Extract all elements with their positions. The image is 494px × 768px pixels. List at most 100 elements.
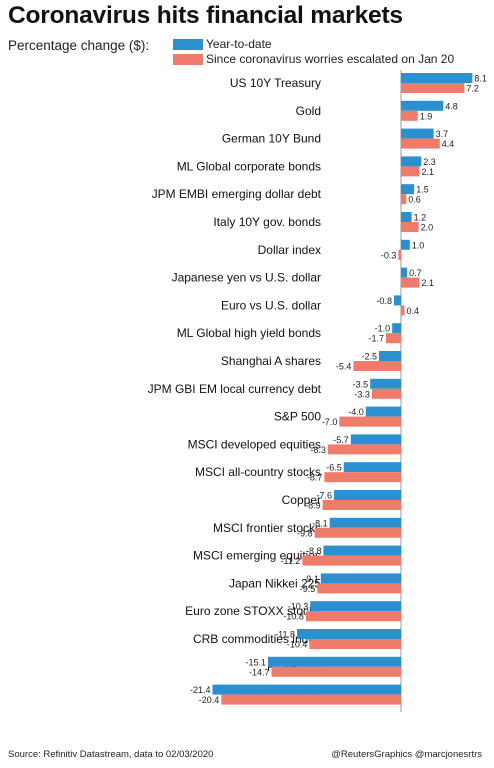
bar-since-ml-global-high-yield-bonds [386,333,401,344]
bar-ytd-msci-all-country-stocks [343,462,401,473]
bar-ytd-crb-commodities-index [297,629,401,639]
category-label-japan-nikkei-225: Japan Nikkei 225 [229,576,321,590]
value-label-ytd-copper: -7.6 [317,491,333,501]
bar-chart: US 10Y Treasury 8.17.2 Gold 4.8 1.9 German 10… [148,70,487,712]
value-label-ytd-japan-nikkei-225: -9.1 [303,574,319,584]
value-label-since-us-10y-treasury: 7.2 [466,84,479,94]
value-label-ytd-msci-all-country-stocks: -6.5 [326,463,342,473]
bar-since-crb-commodities-index [309,639,401,649]
value-label-since-japan-nikkei-225: -9.5 [300,584,316,594]
value-label-since-brent-crude-oil: -20.4 [199,695,220,705]
bar-ytd-japan-nikkei-225 [320,573,401,584]
bar-ytd-msci-emerging-equities [323,545,401,556]
bar-since-ftse-100 [271,666,401,677]
bar-ytd-jpm-gbi-em-local-currency-debt [370,378,401,389]
bar-since-msci-emerging-equities [302,555,401,566]
legend-item-since: Since coronavirus worries escalated on J… [173,52,454,66]
category-label-euro-vs-u-s-dollar: Euro vs U.S. dollar [221,298,321,312]
bar-ytd-shanghai-a-shares [378,351,401,361]
legend-label-ytd: Year-to-date [206,37,272,51]
value-label-since-s-p-500: -7.0 [322,417,338,427]
bar-ytd-gold [401,100,444,111]
bar-since-gold [401,110,418,121]
value-label-since-japanese-yen-vs-u-s-dollar: 2.1 [421,278,434,288]
bar-since-shanghai-a-shares [353,361,401,371]
value-label-since-msci-all-country-stocks: -8.7 [307,473,323,483]
value-label-since-euro-vs-u-s-dollar: 0.4 [407,306,420,316]
category-label-dollar-index: Dollar index [258,243,321,257]
category-label-s-p-500: S&P 500 [274,410,321,424]
value-label-ytd-msci-emerging-equities: -8.8 [306,546,322,556]
bar-since-euro-vs-u-s-dollar [401,305,405,316]
bar-ytd-euro-zone-stoxx-stocks [310,601,401,612]
bar-since-brent-crude-oil [221,694,401,705]
value-label-ytd-msci-frontier-stocks: -8.1 [312,518,328,528]
value-label-since-gold: 1.9 [420,111,433,121]
category-label-jpm-embi-emerging-dollar-debt: JPM EMBI emerging dollar debt [152,187,322,201]
legend: Year-to-date Since coronavirus worries e… [173,37,454,67]
category-label-msci-emerging-equities: MSCI emerging equities [193,549,321,563]
bar-ytd-s-p-500 [365,406,401,417]
chart-title: Coronavirus hits financial markets [8,2,403,29]
bar-since-jpm-embi-emerging-dollar-debt [401,194,407,205]
bar-ytd-copper [334,490,401,500]
value-label-ytd-ftse-100: -15.1 [245,657,266,667]
value-label-ytd-msci-developed-equities: -5.7 [333,435,349,445]
legend-swatch-since [173,53,203,65]
bar-ytd-ml-global-high-yield-bonds [392,323,401,334]
value-label-since-ml-global-high-yield-bonds: -1.7 [369,334,385,344]
value-label-since-dollar-index: -0.3 [381,250,397,260]
value-label-since-ftse-100: -14.7 [249,667,270,677]
bar-since-dollar-index [398,249,401,260]
bar-ytd-jpm-embi-emerging-dollar-debt [401,184,415,195]
value-label-since-jpm-embi-emerging-dollar-debt: 0.6 [408,195,421,205]
value-label-ytd-s-p-500: -4.0 [348,407,364,417]
value-label-ytd-jpm-gbi-em-local-currency-debt: -3.5 [353,379,369,389]
bar-ytd-dollar-index [401,239,410,250]
value-label-since-ml-global-corporate-bonds: 2.1 [421,167,434,177]
bar-since-us-10y-treasury [401,83,465,93]
value-label-since-shanghai-a-shares: -5.4 [336,362,352,372]
category-label-msci-frontier-stocks: MSCI frontier stocks [213,521,321,535]
value-label-since-msci-frontier-stocks: -9.8 [297,528,313,538]
bar-since-jpm-gbi-em-local-currency-debt [371,388,401,399]
chart-subtitle: Percentage change ($): [8,38,150,53]
bar-ytd-msci-developed-equities [350,434,401,445]
bar-since-japanese-yen-vs-u-s-dollar [401,277,420,288]
value-label-since-jpm-gbi-em-local-currency-debt: -3.3 [354,389,370,399]
bar-since-msci-frontier-stocks [314,527,401,538]
bar-since-german-10y-bund [401,138,440,149]
bar-since-s-p-500 [339,416,401,427]
value-label-ytd-jpm-embi-emerging-dollar-debt: 1.5 [416,185,429,195]
bar-ytd-us-10y-treasury [401,73,473,83]
value-label-ytd-ml-global-corporate-bonds: 2.3 [423,157,436,167]
bar-ytd-ftse-100 [267,656,401,667]
category-label-german-10y-bund: German 10Y Bund [222,132,321,146]
bar-ytd-brent-crude-oil [212,684,401,695]
value-label-ytd-dollar-index: 1.0 [412,240,425,250]
bar-since-ml-global-corporate-bonds [401,166,420,177]
value-label-since-euro-zone-stoxx-stocks: -10.8 [283,612,304,622]
category-label-jpm-gbi-em-local-currency-debt: JPM GBI EM local currency debt [148,382,322,396]
category-label-crb-commodities-index: CRB commodities index [193,632,321,646]
value-label-ytd-ml-global-high-yield-bonds: -1.0 [375,324,391,334]
value-label-since-msci-emerging-equities: -11.2 [280,556,300,566]
bar-since-msci-developed-equities [327,444,401,455]
bar-ytd-italy-10y-gov-bonds [401,212,412,222]
category-label-ml-global-high-yield-bonds: ML Global high yield bonds [177,326,321,340]
category-label-shanghai-a-shares: Shanghai A shares [221,354,321,368]
bar-ytd-japanese-yen-vs-u-s-dollar [401,267,408,278]
source-note: Source: Refinitiv Datastream, data to 02… [8,749,214,760]
bar-since-italy-10y-gov-bonds [401,222,419,232]
value-label-ytd-japanese-yen-vs-u-s-dollar: 0.7 [409,268,422,278]
bar-ytd-msci-frontier-stocks [329,517,401,528]
value-label-since-copper: -8.9 [305,501,321,511]
category-label-japanese-yen-vs-u-s-dollar: Japanese yen vs U.S. dollar [172,271,321,285]
credit-note: @ReutersGraphics @marcjonesrtrs [331,749,482,760]
bar-ytd-german-10y-bund [401,128,434,139]
legend-swatch-ytd [173,38,203,50]
value-label-since-crb-commodities-index: -10.4 [287,640,308,650]
category-label-italy-10y-gov-bonds: Italy 10Y gov. bonds [213,215,321,229]
value-label-ytd-italy-10y-gov-bonds: 1.2 [414,213,427,223]
value-label-since-msci-developed-equities: -8.3 [310,445,326,455]
